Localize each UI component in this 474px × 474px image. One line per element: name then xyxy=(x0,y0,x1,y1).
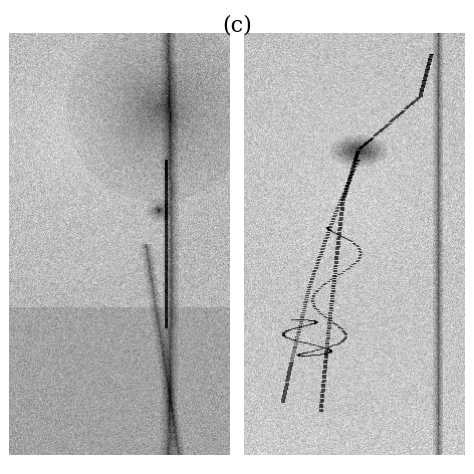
Text: (c): (c) xyxy=(222,14,252,36)
